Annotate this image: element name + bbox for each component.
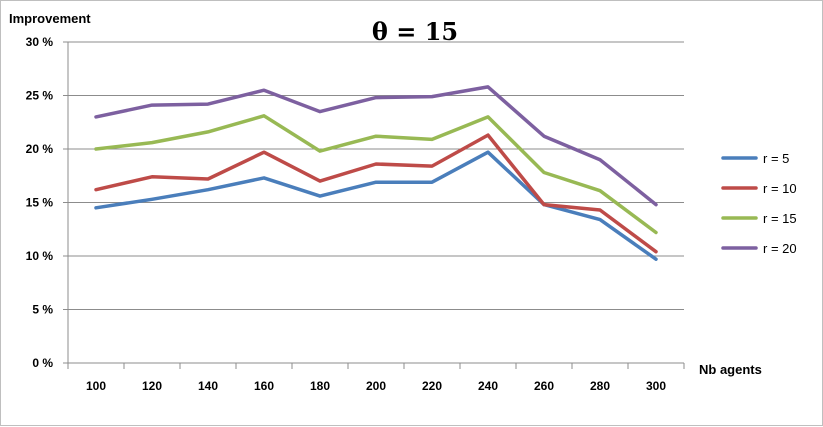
x-tick-label: 100 bbox=[86, 379, 106, 393]
x-tick-label: 200 bbox=[366, 379, 386, 393]
y-tick-label: 20 % bbox=[26, 142, 54, 156]
x-tick-label: 160 bbox=[254, 379, 274, 393]
gridlines bbox=[63, 41, 684, 364]
y-tick-label: 0 % bbox=[32, 356, 53, 370]
x-tick-label: 300 bbox=[646, 379, 666, 393]
y-tick-label: 15 % bbox=[26, 196, 54, 210]
x-tick-label: 260 bbox=[534, 379, 554, 393]
x-tick-label: 220 bbox=[422, 379, 442, 393]
x-axis-title: Nb agents bbox=[699, 362, 762, 377]
axes bbox=[67, 42, 685, 369]
series-lines bbox=[94, 85, 658, 261]
x-tick-labels: 100 120 140 160 180 200 220 240 260 280 300 bbox=[86, 379, 666, 393]
y-tick-label: 5 % bbox=[32, 303, 53, 317]
y-tick-label: 10 % bbox=[26, 249, 54, 263]
y-tick-label: 30 % bbox=[26, 35, 54, 49]
series-line-1 bbox=[94, 150, 658, 261]
x-tick-label: 180 bbox=[310, 379, 330, 393]
legend: r = 5 r = 10 r = 15 r = 20 bbox=[721, 151, 797, 256]
chart-title: θ = 15 bbox=[372, 17, 458, 46]
y-tick-label: 25 % bbox=[26, 89, 54, 103]
legend-label: r = 5 bbox=[763, 151, 789, 166]
x-tick-label: 140 bbox=[198, 379, 218, 393]
x-tick-label: 280 bbox=[590, 379, 610, 393]
x-tick-label: 120 bbox=[142, 379, 162, 393]
series-line-3 bbox=[94, 114, 658, 235]
series-line-4 bbox=[94, 85, 658, 207]
legend-label: r = 10 bbox=[763, 181, 797, 196]
legend-label: r = 20 bbox=[763, 241, 797, 256]
series-line-2 bbox=[94, 133, 658, 254]
x-tick-label: 240 bbox=[478, 379, 498, 393]
y-axis-title: Improvement bbox=[9, 11, 91, 26]
legend-label: r = 15 bbox=[763, 211, 797, 226]
y-tick-labels: 0 % 5 % 10 % 15 % 20 % 25 % 30 % bbox=[26, 35, 54, 370]
